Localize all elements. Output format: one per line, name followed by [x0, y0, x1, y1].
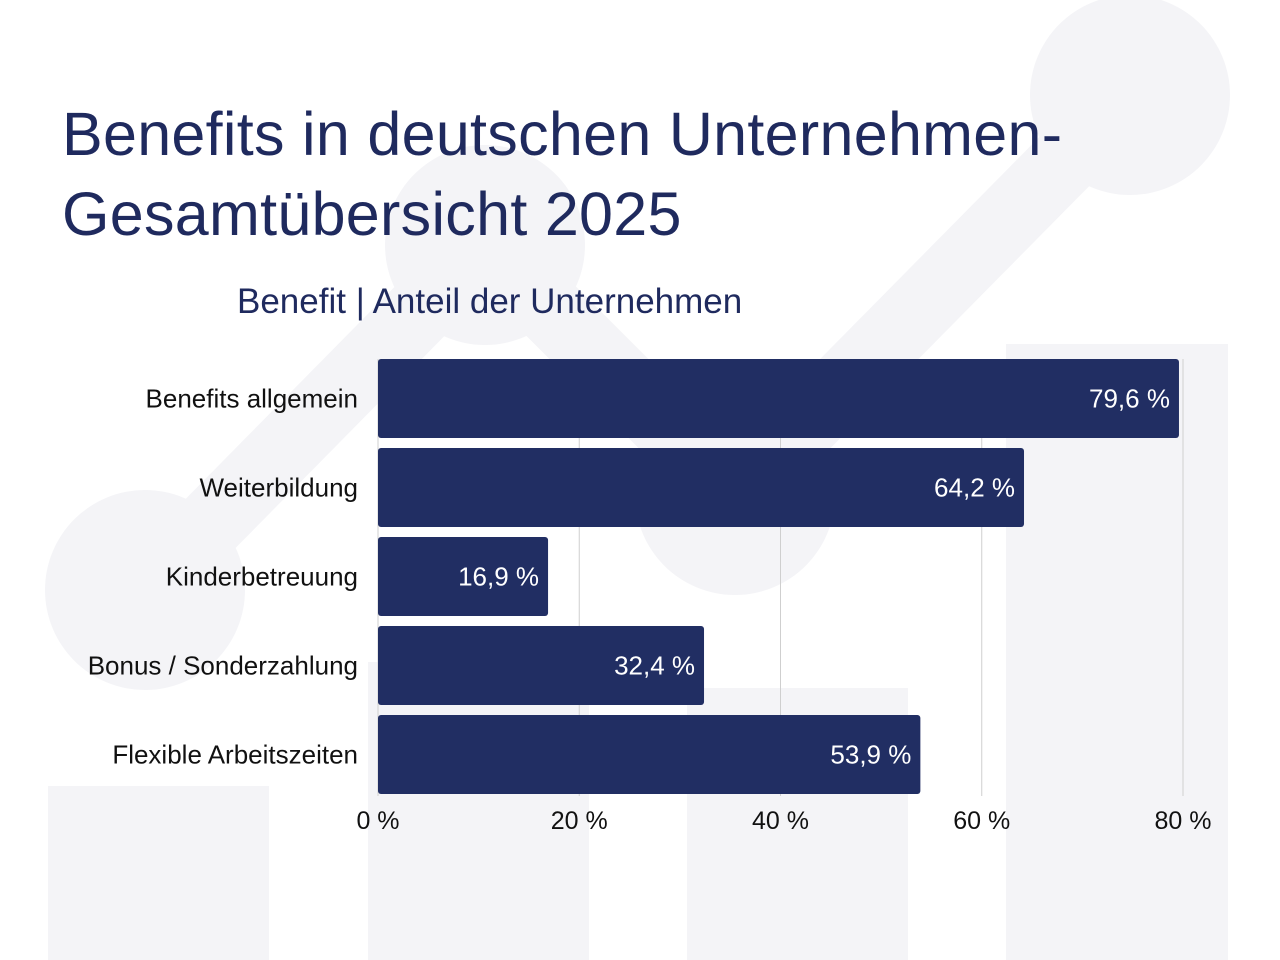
- category-label: Benefits allgemein: [146, 384, 358, 414]
- decor-block: [368, 662, 589, 960]
- decor-block: [48, 786, 269, 960]
- title-line-2: Gesamtübersicht 2025: [62, 180, 682, 248]
- title-line-1: Benefits in deutschen Unternehmen-: [62, 100, 1063, 168]
- value-label: 79,6 %: [1089, 384, 1170, 414]
- category-label: Bonus / Sonderzahlung: [88, 651, 358, 681]
- bar: [378, 359, 1179, 438]
- value-label: 53,9 %: [830, 740, 911, 770]
- category-label: Weiterbildung: [199, 473, 358, 503]
- value-label: 64,2 %: [934, 473, 1015, 503]
- page-title: Benefits in deutschen Unternehmen- Gesam…: [62, 94, 1062, 254]
- x-tick-label: 80 %: [1155, 807, 1212, 835]
- bar: [378, 626, 705, 705]
- x-tick-label: 0 %: [356, 807, 399, 835]
- bar: [378, 537, 549, 616]
- x-tick-label: 60 %: [953, 807, 1010, 835]
- bar: [378, 448, 1025, 527]
- chart-title: Benefit | Anteil der Unternehmen: [237, 282, 743, 321]
- x-tick-label: 20 %: [551, 807, 608, 835]
- category-label: Flexible Arbeitszeiten: [112, 740, 358, 770]
- value-label: 32,4 %: [614, 651, 695, 681]
- value-label: 16,9 %: [458, 562, 539, 592]
- x-tick-label: 40 %: [752, 807, 809, 835]
- category-label: Kinderbetreuung: [166, 562, 358, 592]
- bar: [378, 715, 921, 794]
- decor-block: [1006, 344, 1228, 960]
